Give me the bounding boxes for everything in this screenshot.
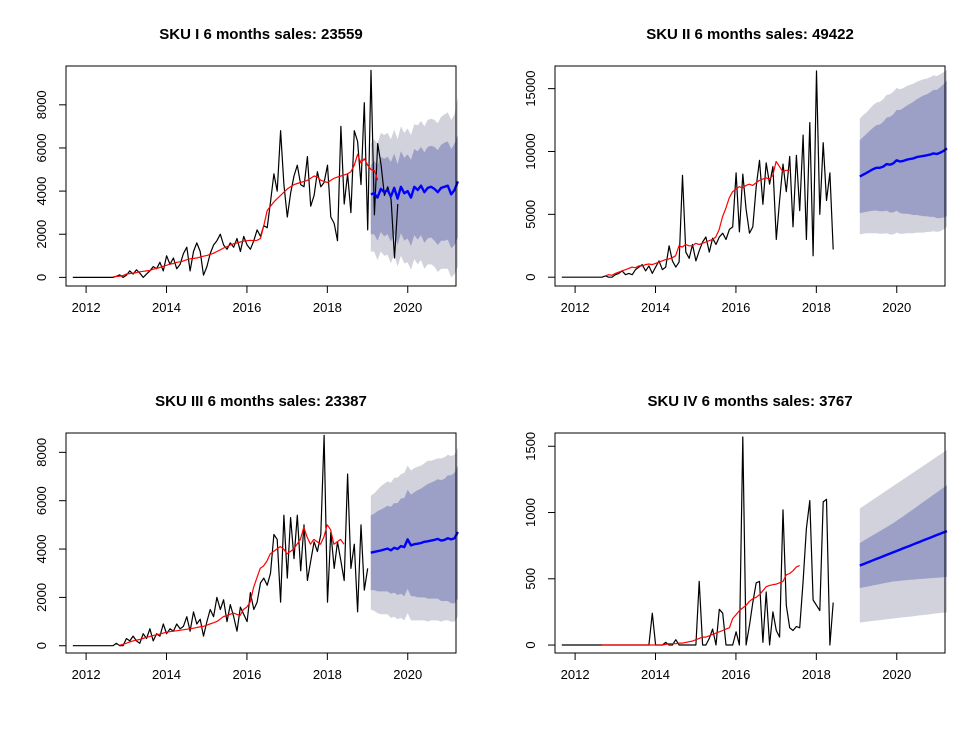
series-history [72, 69, 399, 278]
y-tick-label-15000: 15000 [523, 71, 538, 107]
y-tick-label-6000: 6000 [34, 134, 49, 163]
x-tick-label-2016: 2016 [721, 300, 750, 315]
y-tick-label-0: 0 [523, 274, 538, 281]
x-tick-label-2020: 2020 [393, 300, 422, 315]
x-tick-label-2016: 2016 [232, 667, 261, 682]
y-tick-label-6000: 6000 [34, 486, 49, 515]
series-history [72, 434, 369, 647]
x-tick-label-2016: 2016 [232, 300, 261, 315]
band-80-interval [859, 485, 947, 589]
y-tick-label-1000: 1000 [523, 498, 538, 527]
x-tick-label-2020: 2020 [882, 300, 911, 315]
series-forecast [370, 531, 459, 554]
y-tick-label-2000: 2000 [34, 220, 49, 249]
x-tick-label-2018: 2018 [313, 667, 342, 682]
chart-panel-sku-3: SKU III 6 months sales: 23387 2012 2014 201… [0, 367, 489, 734]
y-tick-label-8000: 8000 [34, 90, 49, 119]
chart-title: SKU II 6 months sales: 49422 [646, 26, 854, 43]
series-fitted [119, 524, 345, 646]
y-tick-label-1500: 1500 [523, 432, 538, 461]
y-tick-label-0: 0 [34, 642, 49, 649]
y-tick-label-5000: 5000 [523, 200, 538, 229]
y-tick-label-10000: 10000 [523, 133, 538, 169]
x-tick-label-2018: 2018 [313, 300, 342, 315]
band-80-interval [370, 465, 458, 604]
x-tick-label-2014: 2014 [152, 667, 181, 682]
chart-sku-3: SKU III 6 months sales: 23387 2012 2014 201… [34, 393, 459, 682]
chart-sku-1: SKU I 6 months sales: 23559 2012 2014 2016 2… [34, 26, 460, 315]
x-tick-label-2012: 2012 [72, 667, 101, 682]
chart-panel-sku-1: SKU I 6 months sales: 23559 2012 2014 2016 2… [0, 0, 489, 367]
chart-title: SKU IV 6 months sales: 3767 [647, 393, 852, 410]
chart-sku-4: SKU IV 6 months sales: 3767 2012 2014 2016 2… [523, 393, 948, 682]
y-tick-label-500: 500 [523, 568, 538, 590]
y-tick-label-4000: 4000 [34, 177, 49, 206]
series-forecast [859, 529, 948, 567]
x-tick-label-2012: 2012 [561, 300, 590, 315]
chart-title: SKU III 6 months sales: 23387 [155, 393, 367, 410]
series-fitted [602, 564, 800, 646]
chart-panel-sku-4: SKU IV 6 months sales: 3767 2012 2014 2016 2… [489, 367, 978, 734]
x-tick-label-2018: 2018 [802, 300, 831, 315]
y-tick-label-8000: 8000 [34, 438, 49, 467]
x-tick-label-2020: 2020 [882, 667, 911, 682]
chart-sku-2: SKU II 6 months sales: 49422 2012 2014 2016… [523, 26, 948, 315]
y-tick-label-4000: 4000 [34, 535, 49, 564]
x-tick-label-2018: 2018 [802, 667, 831, 682]
y-tick-label-2000: 2000 [34, 583, 49, 612]
series-fitted [112, 153, 379, 278]
x-tick-label-2012: 2012 [561, 667, 590, 682]
series-forecast [859, 147, 948, 178]
series-history [561, 70, 834, 278]
x-tick-label-2014: 2014 [641, 300, 670, 315]
series-history [561, 436, 834, 646]
x-tick-label-2016: 2016 [721, 667, 750, 682]
y-tick-label-0: 0 [523, 641, 538, 648]
chart-panel-sku-2: SKU II 6 months sales: 49422 2012 2014 2016… [489, 0, 978, 367]
x-tick-label-2020: 2020 [393, 667, 422, 682]
band-80-interval [859, 80, 947, 219]
y-tick-label-0: 0 [34, 274, 49, 281]
chart-title: SKU I 6 months sales: 23559 [159, 26, 362, 43]
x-tick-label-2014: 2014 [152, 300, 181, 315]
x-tick-label-2012: 2012 [72, 300, 101, 315]
x-tick-label-2014: 2014 [641, 667, 670, 682]
series-fitted [605, 160, 790, 277]
series-forecast [370, 180, 460, 200]
